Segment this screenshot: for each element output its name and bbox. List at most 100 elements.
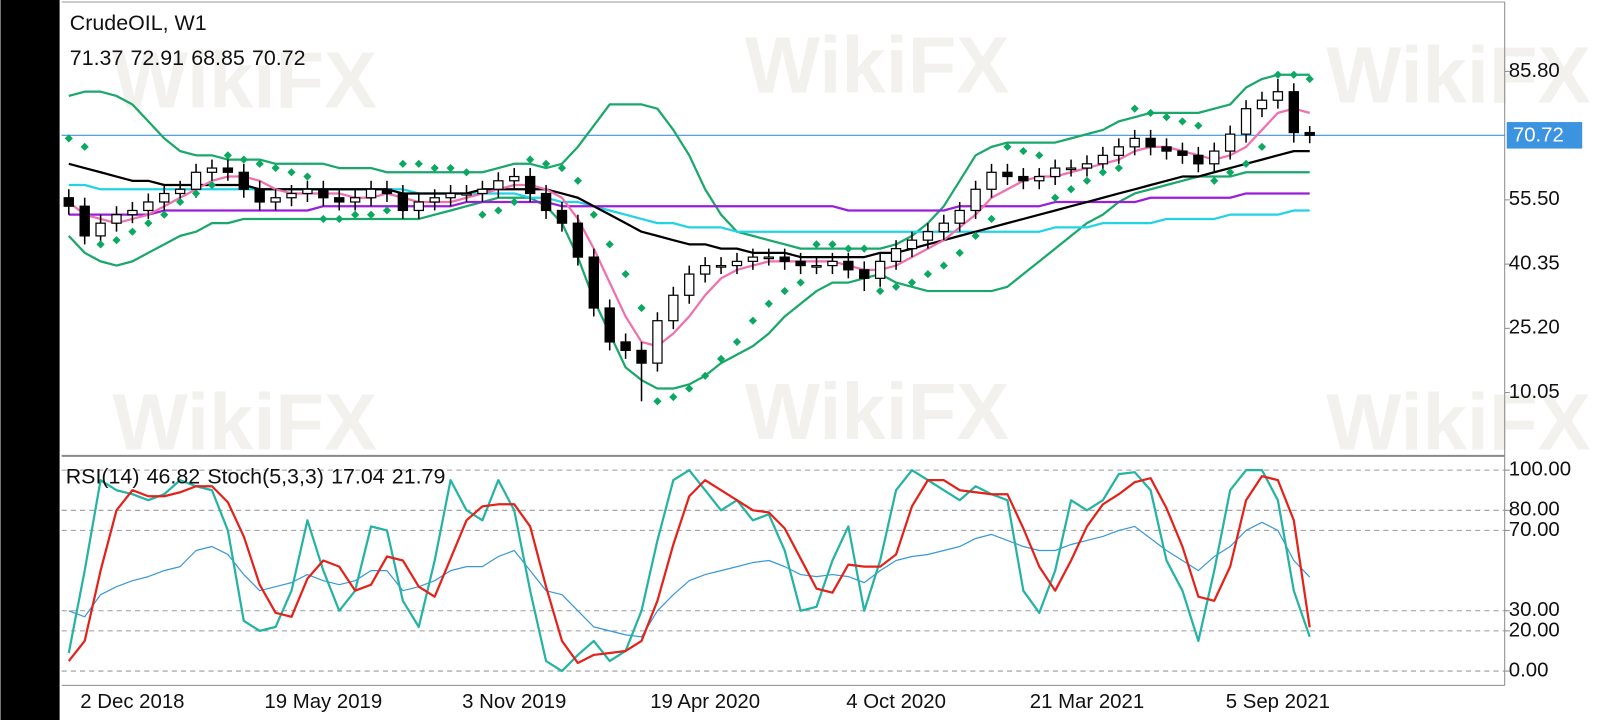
candle-body: [254, 188, 265, 203]
watermark: WikiFX: [1326, 31, 1590, 120]
sar-dot: [160, 210, 169, 219]
sar-dot: [923, 269, 932, 279]
y-tick-label: 80.00: [1509, 499, 1560, 521]
candle-body: [1304, 131, 1315, 136]
candle-body: [1034, 175, 1045, 182]
sar-dot: [1226, 168, 1235, 177]
candle-body: [779, 256, 790, 262]
candle-body: [1256, 99, 1268, 110]
candle-body: [461, 192, 472, 196]
y-tick-label: 25.20: [1509, 317, 1560, 339]
candle-body: [1081, 163, 1093, 169]
candle-body: [604, 307, 615, 343]
y-tick-label: 20.00: [1509, 619, 1560, 641]
candle-body: [1161, 146, 1172, 152]
sar-dot: [1035, 151, 1044, 160]
candle-body: [588, 256, 599, 309]
candle-body: [143, 201, 154, 212]
y-tick-label: 30.00: [1509, 599, 1560, 621]
indicator-line: [68, 192, 1310, 216]
candle-body: [222, 167, 234, 173]
candle-body: [827, 260, 838, 267]
watermark: WikiFX: [113, 36, 377, 125]
sar-dot: [987, 214, 996, 224]
candle-body: [763, 256, 774, 260]
candle-body: [890, 248, 902, 262]
candle-body: [1240, 108, 1252, 135]
sar-dot: [335, 214, 344, 224]
y-tick-label: 100.00: [1509, 459, 1571, 481]
candle-body: [1177, 150, 1188, 156]
current-price-box: [1506, 122, 1583, 149]
sar-dot: [494, 206, 503, 215]
sar-dot: [1051, 193, 1060, 202]
stoch-k-value: 17.04: [331, 464, 385, 488]
candle-body: [174, 188, 186, 195]
candle-body: [1018, 175, 1029, 182]
candle-body: [445, 192, 456, 199]
sar-dot: [891, 282, 901, 291]
sar-dot: [366, 210, 376, 219]
candle-body: [1272, 91, 1284, 101]
candle-body: [111, 214, 122, 224]
oscillator-readout: RSI(14) 46.82 Stoch(5,3,3) 17.04 21.79: [66, 464, 446, 488]
sar-dot: [430, 163, 439, 173]
indicator-line: [68, 521, 1311, 638]
sar-dot: [1146, 108, 1155, 118]
candle-body: [540, 192, 552, 212]
sar-dot: [382, 206, 392, 215]
candle-body: [524, 175, 536, 195]
candle-body: [381, 188, 393, 195]
sar-dot: [669, 392, 678, 402]
sar-dot: [351, 210, 360, 219]
candle-body: [636, 349, 647, 364]
close-value: 70.72: [252, 46, 306, 70]
candle-body: [318, 188, 329, 199]
candle-body: [159, 192, 170, 203]
candle-body: [1193, 154, 1204, 165]
candle-body: [970, 188, 981, 212]
sar-dot: [844, 244, 853, 253]
sar-dot: [1257, 142, 1267, 151]
candle-body: [127, 209, 138, 216]
x-tick-label: 2 Dec 2018: [80, 691, 184, 713]
candle-body: [413, 201, 424, 212]
candle-body: [302, 188, 313, 195]
sar-dot: [780, 286, 789, 296]
sar-dot: [860, 244, 869, 253]
sar-dot: [526, 155, 535, 164]
sar-dot: [621, 269, 630, 279]
sar-dot: [637, 303, 646, 313]
indicator-line: [67, 469, 1311, 673]
sar-dot: [144, 219, 153, 228]
candle-body: [270, 197, 281, 203]
candle-body: [334, 197, 345, 203]
candle-body: [906, 239, 918, 250]
candle-body: [95, 222, 106, 237]
rsi-name: RSI(14): [66, 464, 140, 488]
symbol-title: CrudeOIL, W1: [70, 11, 207, 35]
sar-dot: [573, 176, 582, 185]
candle-body: [922, 231, 934, 241]
candle-body: [1209, 150, 1220, 165]
candle-body: [1145, 137, 1156, 148]
candle-body: [795, 260, 806, 267]
x-tick-label: 4 Oct 2020: [846, 691, 946, 713]
sar-dot: [557, 163, 567, 173]
candle-body: [684, 273, 695, 296]
candle-body: [843, 260, 854, 271]
current-price-label: 70.72: [1513, 125, 1564, 147]
indicator-line: [68, 73, 1310, 250]
candle-body: [1065, 167, 1077, 171]
sar-dot: [716, 354, 726, 363]
candle-body: [63, 197, 74, 207]
sar-dot: [1289, 70, 1298, 79]
candle-body: [1113, 146, 1124, 156]
high-value: 72.91: [131, 46, 185, 70]
watermark: WikiFX: [745, 20, 1009, 109]
stoch-d-value: 21.79: [392, 464, 446, 488]
sar-dot: [1273, 70, 1282, 79]
sar-dot: [462, 168, 471, 177]
